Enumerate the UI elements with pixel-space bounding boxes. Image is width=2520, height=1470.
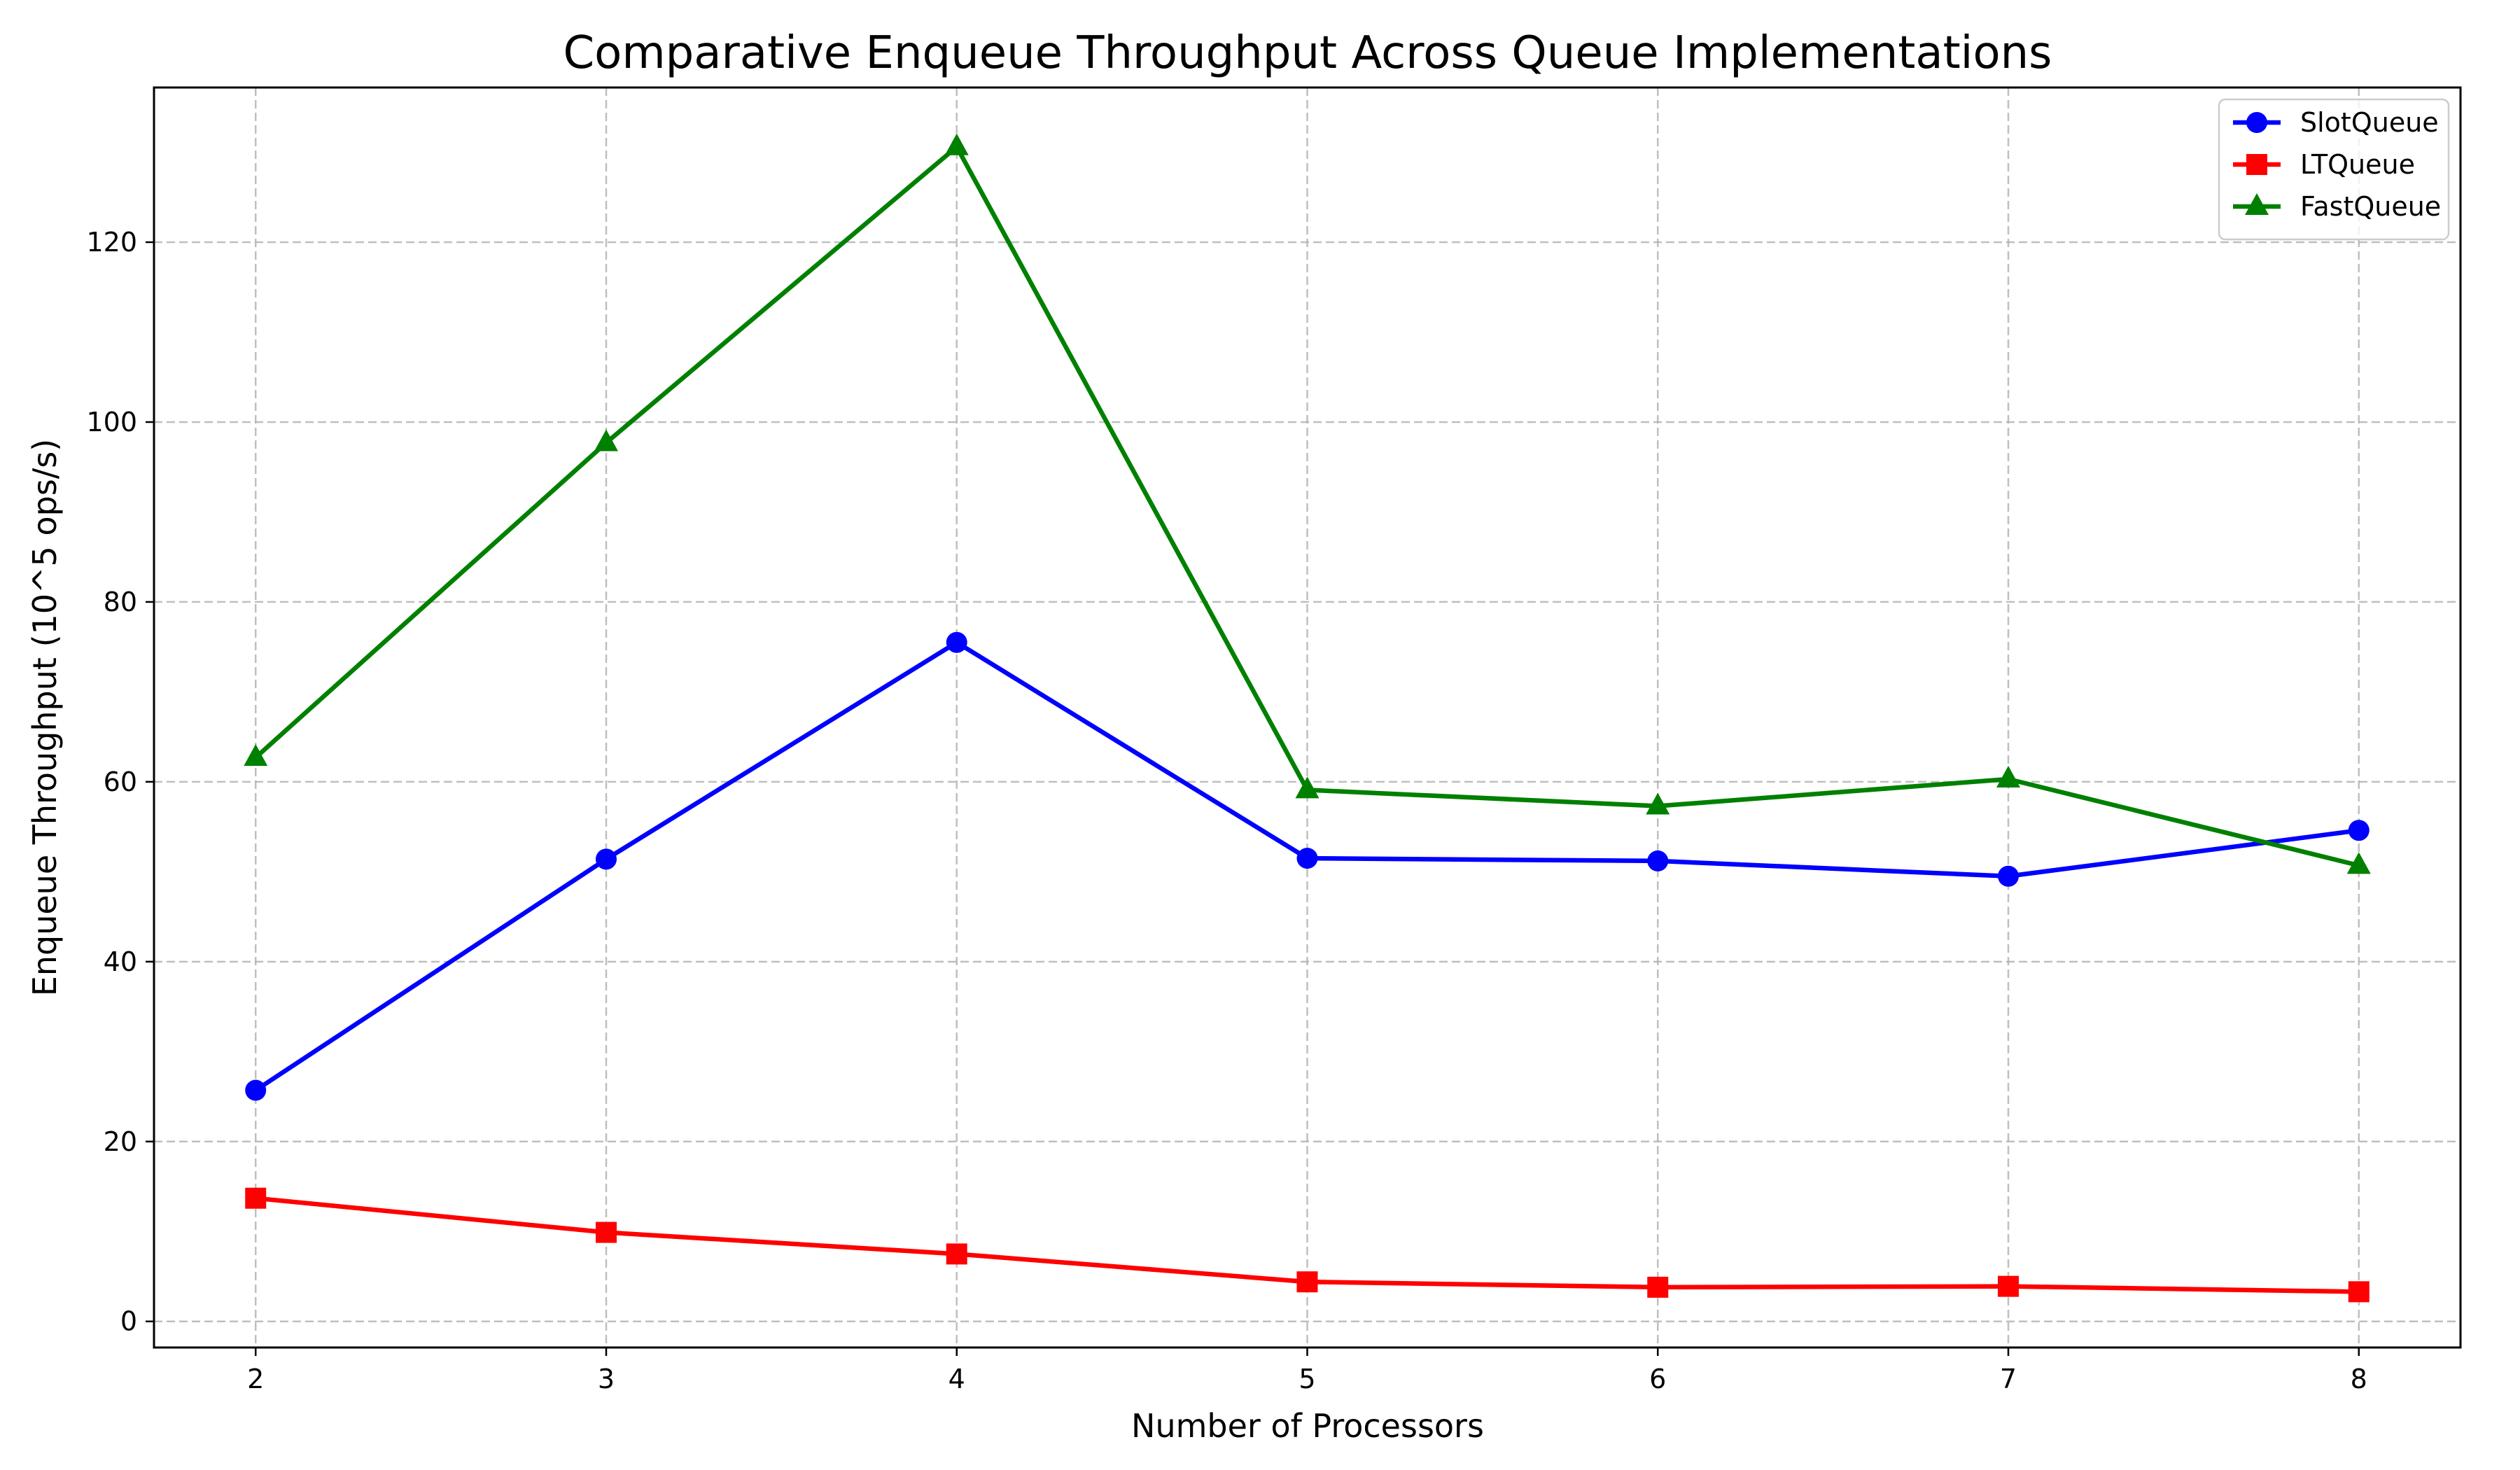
y-axis-label: Enqueue Throughput (10^5 ops/s) [26,439,64,996]
legend-marker-slotqueue [2246,112,2267,133]
x-tick-label: 8 [2351,1364,2367,1394]
y-tick-label: 80 [104,587,137,617]
x-tick-label: 3 [598,1364,615,1394]
data-point-ltqueue [245,1187,267,1209]
legend-entry-slotqueue: SlotQueue [2233,107,2439,138]
data-point-fastqueue [944,133,969,155]
legend-marker-ltqueue [2246,154,2267,175]
data-point-slotqueue [595,848,617,870]
data-point-slotqueue [1998,865,2019,887]
y-tick-label: 120 [86,227,137,258]
legend-label-ltqueue: LTQueue [2300,149,2415,180]
data-point-ltqueue [1296,1271,1318,1293]
data-point-ltqueue [1647,1276,1669,1298]
series-layer [244,133,2371,1303]
data-point-fastqueue [1295,776,1320,799]
x-axis-label: Number of Processors [1131,1407,1484,1445]
data-point-slotqueue [1296,848,1318,869]
data-point-slotqueue [946,631,967,653]
data-point-fastqueue [1646,792,1670,815]
legend-label-slotqueue: SlotQueue [2300,107,2439,138]
chart-title: Comparative Enqueue Throughput Across Qu… [563,27,2052,79]
series-fastqueue [244,133,2371,874]
legend-entries: SlotQueue LTQueue FastQueue [2233,107,2441,222]
data-point-fastqueue [1996,766,2021,788]
x-tick-label: 4 [948,1364,965,1394]
y-tick-label: 60 [104,766,137,797]
data-point-fastqueue [594,429,618,451]
x-tick-label: 7 [2000,1364,2017,1394]
x-tick-label: 2 [247,1364,264,1394]
legend: SlotQueue LTQueue FastQueue [2218,98,2450,241]
y-tick-label: 40 [104,946,137,977]
data-point-slotqueue [2348,820,2370,841]
data-point-ltqueue [2348,1281,2370,1303]
series-slotqueue [245,631,2370,1101]
y-tick-label: 0 [120,1306,137,1337]
data-point-slotqueue [1647,850,1669,872]
data-point-ltqueue [595,1222,617,1243]
data-point-ltqueue [946,1243,967,1265]
y-tick-label: 20 [104,1126,137,1157]
legend-entry-ltqueue: LTQueue [2233,149,2415,180]
data-point-fastqueue [244,744,268,766]
data-point-ltqueue [1998,1275,2019,1297]
grid-layer [154,88,2460,1348]
legend-label-fastqueue: FastQueue [2300,191,2441,222]
legend-marker-fastqueue [2245,193,2269,215]
y-tick-label: 100 [86,407,137,438]
data-point-fastqueue [2346,852,2371,874]
series-ltqueue [245,1187,2370,1303]
x-tick-label: 6 [1649,1364,1666,1394]
data-point-slotqueue [245,1079,267,1101]
legend-entry-fastqueue: FastQueue [2233,191,2441,222]
x-tick-label: 5 [1298,1364,1315,1394]
